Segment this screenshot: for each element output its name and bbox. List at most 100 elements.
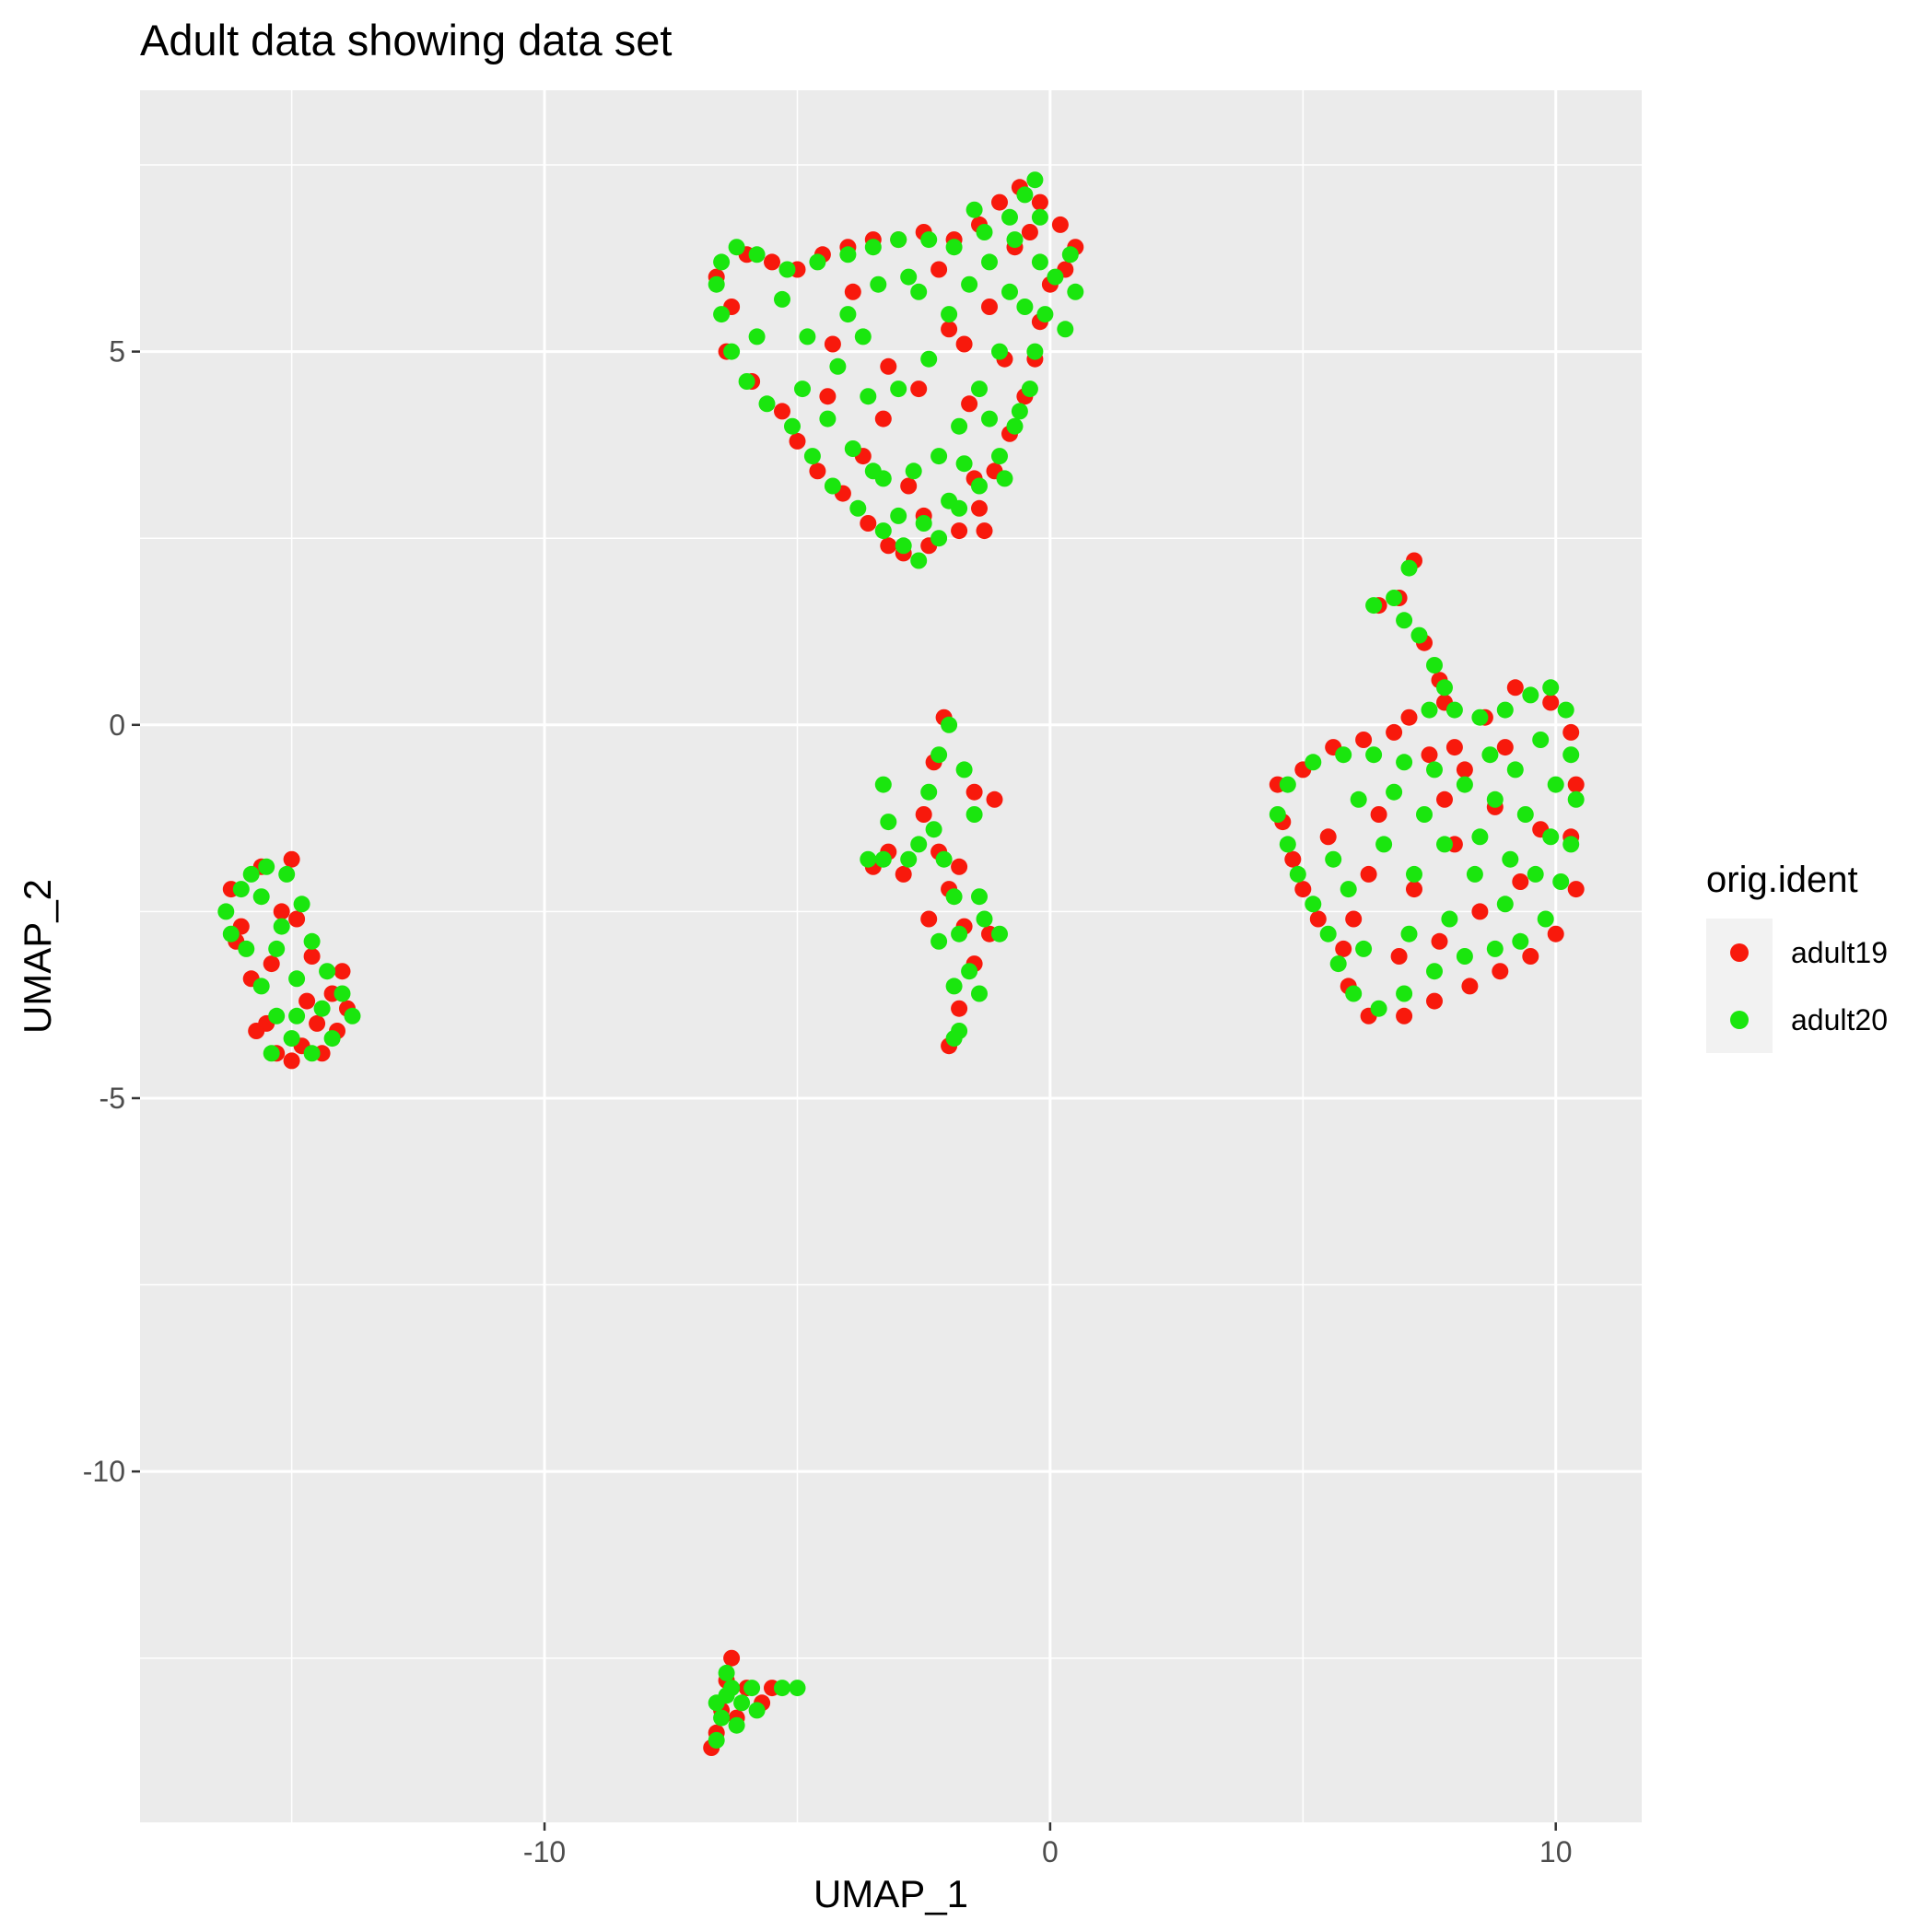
data-point-adult20 [910, 552, 928, 569]
legend-key-adult19 [1730, 943, 1749, 962]
data-point-adult20 [1542, 679, 1560, 697]
grid-minor [140, 90, 1642, 1822]
data-point-adult20 [723, 1680, 741, 1697]
data-point-adult19 [809, 463, 826, 480]
data-point-adult19 [764, 253, 780, 271]
series-adult20 [217, 171, 1585, 1749]
data-point-adult19 [1309, 910, 1327, 928]
data-point-adult20 [713, 306, 731, 323]
data-point-adult20 [961, 275, 978, 293]
data-point-adult19 [283, 850, 300, 868]
data-point-adult19 [1512, 873, 1529, 890]
data-point-adult19 [263, 955, 280, 973]
data-point-adult20 [1269, 806, 1286, 823]
data-point-adult20 [1496, 896, 1514, 913]
data-point-adult19 [1051, 216, 1069, 233]
data-point-adult20 [945, 978, 963, 995]
data-point-adult19 [283, 1052, 300, 1070]
data-point-adult20 [1481, 746, 1499, 764]
data-point-adult20 [941, 306, 958, 323]
data-point-adult20 [1471, 708, 1489, 726]
data-point-adult20 [870, 275, 887, 293]
data-point-adult19 [1386, 723, 1403, 741]
y-tick-label: -10 [83, 1455, 125, 1488]
data-point-adult20 [799, 328, 816, 345]
data-point-adult20 [900, 850, 918, 868]
data-point-adult19 [915, 806, 932, 823]
data-point-adult19 [723, 1649, 741, 1667]
data-point-adult20 [258, 858, 275, 875]
data-point-adult19 [844, 283, 861, 300]
data-point-adult20 [1522, 686, 1539, 704]
data-point-adult20 [283, 1030, 300, 1048]
legend-items: adult19 adult20 [1730, 936, 1888, 1036]
data-point-adult20 [1486, 940, 1504, 957]
data-point-adult20 [1279, 836, 1296, 853]
data-point-adult19 [1031, 193, 1048, 211]
data-point-adult19 [1345, 910, 1363, 928]
data-point-adult20 [1542, 828, 1560, 846]
data-point-adult19 [1431, 932, 1448, 950]
data-point-adult20 [1562, 746, 1580, 764]
data-point-adult20 [774, 1680, 790, 1697]
data-point-adult19 [1506, 679, 1524, 697]
data-point-adult20 [268, 1007, 286, 1025]
data-point-adult20 [1486, 790, 1504, 808]
data-point-adult20 [824, 477, 841, 495]
y-tick-label: -5 [99, 1082, 125, 1115]
legend-title: orig.ident [1706, 860, 1858, 900]
data-point-adult19 [1355, 732, 1373, 748]
data-point-adult20 [803, 448, 821, 465]
data-point-adult20 [941, 492, 958, 509]
data-point-adult20 [784, 417, 801, 435]
data-point-adult20 [920, 350, 938, 368]
data-point-adult20 [1345, 985, 1363, 1002]
data-point-adult20 [242, 865, 260, 883]
data-point-adult20 [951, 417, 968, 435]
data-point-adult20 [1506, 761, 1524, 779]
data-point-adult20 [1289, 865, 1306, 883]
data-point-adult19 [819, 388, 837, 405]
data-point-adult19 [1426, 992, 1443, 1010]
data-point-adult20 [1001, 208, 1018, 226]
data-point-adult20 [1426, 657, 1443, 673]
data-point-adult20 [890, 507, 907, 524]
data-point-adult20 [232, 881, 250, 898]
data-point-adult20 [1016, 299, 1034, 315]
data-point-adult20 [976, 910, 993, 928]
data-point-adult20 [708, 1694, 725, 1712]
data-point-adult19 [1021, 224, 1038, 240]
data-point-adult20 [1436, 836, 1453, 853]
data-point-adult19 [976, 522, 993, 540]
data-point-adult19 [1436, 790, 1453, 808]
data-point-adult20 [268, 940, 286, 957]
data-point-adult20 [1537, 910, 1554, 928]
data-point-adult19 [1370, 806, 1387, 823]
data-point-adult20 [1441, 910, 1458, 928]
data-point-adult20 [1410, 626, 1428, 644]
data-point-adult20 [981, 253, 998, 271]
data-point-adult20 [743, 1680, 761, 1697]
data-point-adult19 [874, 410, 892, 427]
data-point-adult20 [708, 275, 725, 293]
data-point-adult19 [1461, 978, 1479, 995]
data-point-adult20 [951, 925, 968, 943]
data-point-adult20 [1547, 776, 1564, 793]
data-point-adult20 [288, 970, 306, 988]
data-point-adult20 [809, 253, 826, 271]
data-point-adult20 [723, 343, 741, 360]
data-point-adult20 [758, 395, 776, 413]
data-point-adult20 [728, 1716, 745, 1734]
data-point-adult19 [1445, 739, 1463, 756]
data-point-adult19 [951, 858, 968, 875]
data-point-adult20 [1325, 850, 1342, 868]
data-point-adult20 [748, 246, 766, 263]
data-point-adult20 [293, 896, 310, 913]
data-point-adult19 [824, 335, 841, 353]
data-point-adult19 [955, 335, 973, 353]
legend-key-background [1706, 919, 1773, 1053]
legend-label-adult20: adult20 [1791, 1003, 1888, 1036]
data-point-adult19 [1456, 761, 1473, 779]
data-point-adult20 [955, 761, 973, 779]
data-point-adult20 [344, 1007, 361, 1025]
